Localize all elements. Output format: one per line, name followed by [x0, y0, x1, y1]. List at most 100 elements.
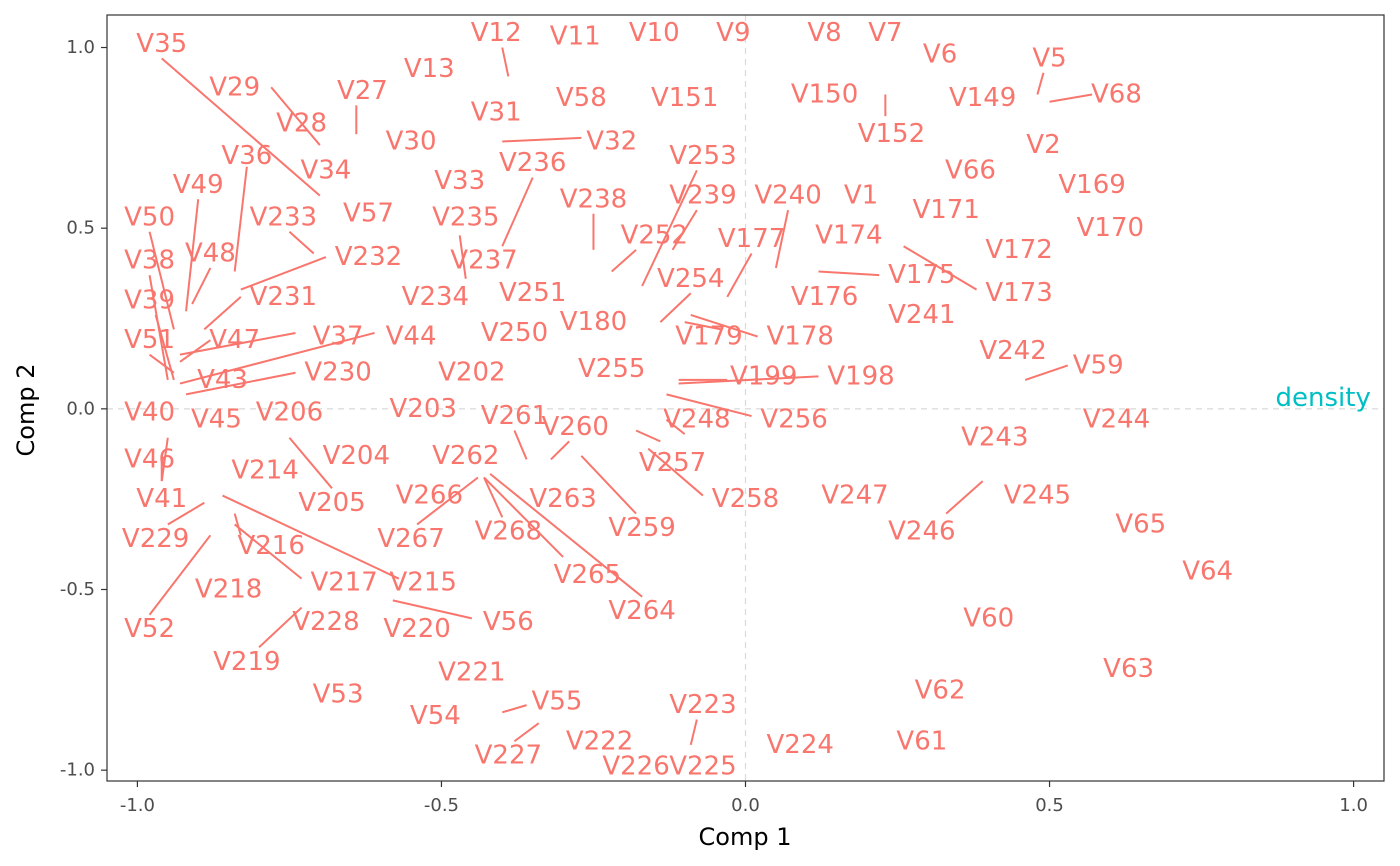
- variable-label-v239: V239: [669, 181, 736, 211]
- segment-v256: [666, 393, 752, 418]
- variable-label-v176: V176: [791, 282, 858, 312]
- variable-label-v174: V174: [815, 220, 882, 250]
- variable-label-v266: V266: [396, 481, 463, 511]
- variable-label-v254: V254: [657, 264, 724, 294]
- variable-label-v219: V219: [213, 647, 280, 677]
- variable-label-v217: V217: [310, 567, 377, 597]
- variable-label-v1: V1: [844, 181, 878, 211]
- variable-label-v65: V65: [1115, 509, 1166, 539]
- variable-label-v261: V261: [481, 401, 548, 431]
- variable-label-v57: V57: [343, 199, 394, 229]
- segment-v56: [392, 599, 473, 620]
- segment-v229: [167, 501, 205, 526]
- segment-v252: [611, 249, 637, 273]
- variable-label-v175: V175: [888, 260, 955, 290]
- segment-v179: [684, 321, 722, 331]
- variable-label-v50: V50: [124, 202, 175, 232]
- segment-v175: [818, 270, 880, 277]
- x-tick-label: 0.5: [1035, 795, 1064, 816]
- variable-label-v49: V49: [173, 170, 224, 200]
- variable-label-v253: V253: [669, 141, 736, 171]
- segment-v59: [1024, 364, 1069, 381]
- variable-label-v234: V234: [402, 282, 469, 312]
- segment-v215: [222, 494, 400, 580]
- variable-label-v256: V256: [760, 405, 827, 435]
- variable-label-v37: V37: [313, 322, 364, 352]
- variable-label-v232: V232: [335, 242, 402, 272]
- segment-v239: [671, 209, 698, 251]
- variable-label-v237: V237: [450, 246, 517, 276]
- variable-label-v179: V179: [675, 322, 742, 352]
- variable-label-v267: V267: [377, 524, 444, 554]
- variable-label-v52: V52: [124, 614, 175, 644]
- variable-label-v152: V152: [858, 119, 925, 149]
- variable-label-v244: V244: [1083, 405, 1150, 435]
- variable-label-v41: V41: [136, 484, 187, 514]
- variable-label-v149: V149: [949, 83, 1016, 113]
- segment-v264: [489, 473, 643, 598]
- segment-v261: [513, 430, 528, 460]
- variable-label-v214: V214: [231, 455, 298, 485]
- variable-label-v150: V150: [791, 79, 858, 109]
- variable-label-v60: V60: [963, 603, 1014, 633]
- variable-label-v36: V36: [221, 141, 272, 171]
- segment-v258: [647, 447, 704, 497]
- variable-label-v10: V10: [629, 18, 680, 48]
- segment-v35: [161, 57, 321, 197]
- segment-v260: [550, 440, 570, 461]
- variable-label-v32: V32: [586, 126, 637, 156]
- variable-label-v220: V220: [383, 614, 450, 644]
- x-tick-label: 1.0: [1339, 795, 1368, 816]
- variable-label-v7: V7: [868, 18, 902, 48]
- segment-v49: [185, 199, 200, 312]
- segment-v223: [689, 719, 698, 746]
- variable-label-v40: V40: [124, 397, 175, 427]
- segment-v51: [148, 353, 175, 374]
- variable-label-v173: V173: [985, 278, 1052, 308]
- segment-v46: [160, 437, 169, 482]
- variable-label-v171: V171: [912, 195, 979, 225]
- segment-v233: [288, 231, 315, 255]
- segment-v245: [945, 480, 984, 515]
- x-tick-label: -0.5: [424, 795, 459, 816]
- variable-label-v30: V30: [386, 126, 437, 156]
- variable-label-v68: V68: [1091, 79, 1142, 109]
- variable-label-v257: V257: [639, 448, 706, 478]
- segment-v29: [270, 86, 321, 146]
- label-segments: [148, 47, 1093, 746]
- variable-label-v34: V34: [300, 155, 351, 185]
- variable-label-v246: V246: [888, 517, 955, 547]
- variable-label-v218: V218: [195, 575, 262, 605]
- variable-label-v62: V62: [915, 676, 966, 706]
- segment-v267: [416, 476, 479, 526]
- y-tick-label: 0.5: [66, 218, 95, 239]
- x-tick-label: 0.0: [731, 795, 760, 816]
- variable-label-v224: V224: [767, 730, 834, 760]
- variable-label-v29: V29: [209, 72, 260, 102]
- variable-label-v225: V225: [669, 752, 736, 782]
- segment-v68: [1049, 93, 1093, 103]
- variable-label-v235: V235: [432, 202, 499, 232]
- variable-label-v264: V264: [608, 596, 675, 626]
- variable-label-v151: V151: [651, 83, 718, 113]
- variable-label-v227: V227: [475, 741, 542, 771]
- variable-label-v241: V241: [888, 300, 955, 330]
- variable-label-v238: V238: [560, 184, 627, 214]
- variable-label-v177: V177: [718, 224, 785, 254]
- variable-label-v44: V44: [386, 322, 437, 352]
- segment-v198: [678, 375, 819, 385]
- variable-label-v265: V265: [554, 560, 621, 590]
- segment-v32: [502, 136, 582, 143]
- segment-v253: [641, 169, 698, 287]
- segment-v52: [148, 534, 212, 616]
- variable-label-v229: V229: [122, 524, 189, 554]
- variable-label-v27: V27: [337, 76, 388, 106]
- variable-label-v178: V178: [767, 322, 834, 352]
- variable-label-v46: V46: [124, 444, 175, 474]
- variable-label-v35: V35: [136, 29, 187, 59]
- variable-label-v250: V250: [481, 318, 548, 348]
- variable-label-v6: V6: [923, 40, 957, 70]
- segment-v231: [203, 296, 242, 331]
- variable-label-v180: V180: [560, 307, 627, 337]
